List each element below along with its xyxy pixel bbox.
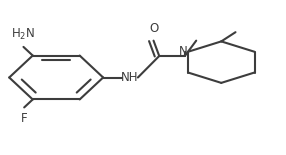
Text: H$_2$N: H$_2$N <box>11 27 35 42</box>
Text: F: F <box>21 112 27 125</box>
Text: NH: NH <box>121 71 138 84</box>
Text: O: O <box>149 22 158 35</box>
Text: N: N <box>178 45 187 58</box>
